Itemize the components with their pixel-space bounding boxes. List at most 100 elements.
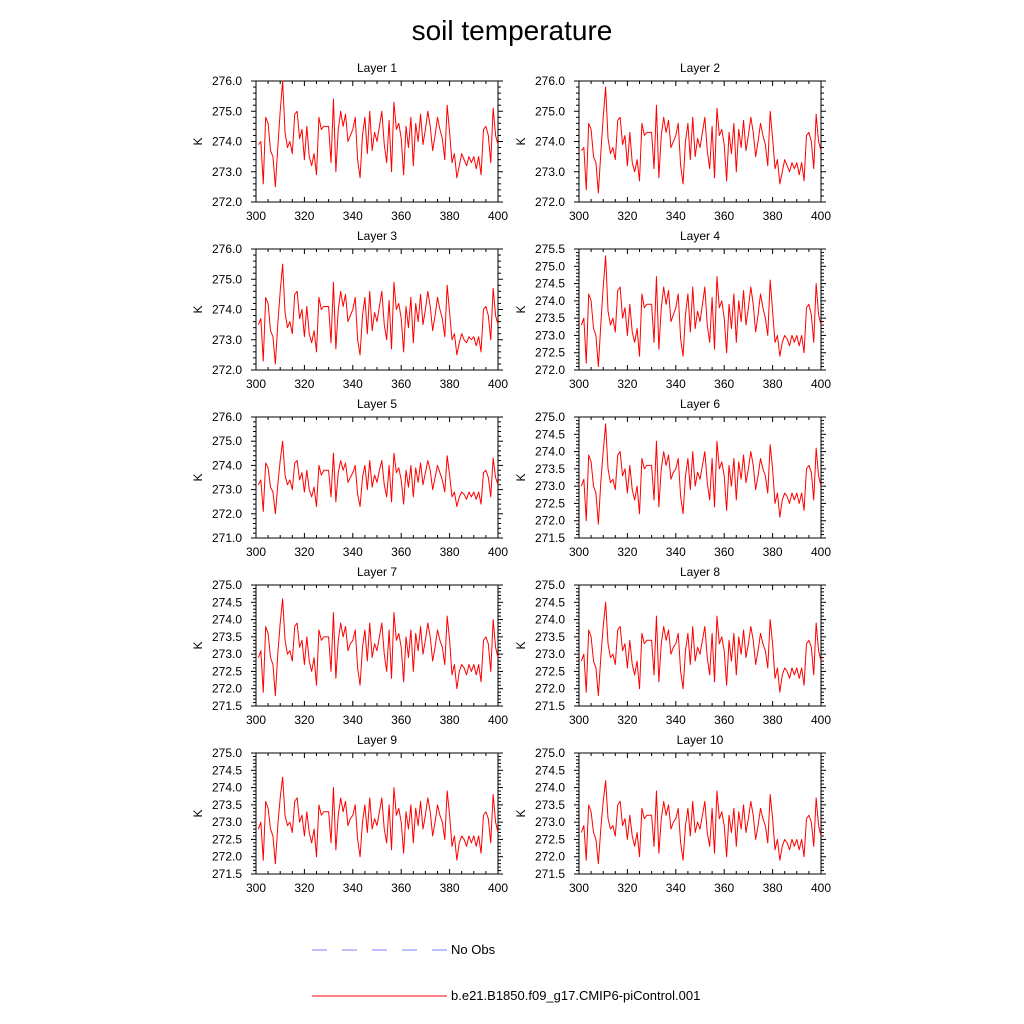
layer-9-x-tick-label: 400 (488, 881, 508, 895)
layer-3-x-tick-label: 400 (488, 377, 508, 391)
layer-3-y-tick-label: 274.0 (212, 303, 242, 317)
layer-5-y-axis-label: K (191, 473, 205, 481)
layer-6-y-axis-label: K (514, 473, 528, 481)
layer-5-x-tick-label: 360 (391, 545, 411, 559)
layer-8-y-tick-label: 274.5 (535, 595, 565, 609)
layer-6-y-tick-label: 273.0 (535, 479, 565, 493)
layer-8-y-tick-label: 273.5 (535, 630, 565, 644)
layer-10-series-line (580, 780, 822, 865)
layer-8-y-tick-label: 273.0 (535, 647, 565, 661)
layer-6-y-tick-label: 274.5 (535, 427, 565, 441)
layer-3-y-tick-label: 275.0 (212, 272, 242, 286)
layer-7-y-tick-label: 272.0 (212, 682, 242, 696)
layer-10-y-tick-label: 272.0 (535, 850, 565, 864)
layer-8-y-tick-label: 272.0 (535, 682, 565, 696)
layer-3-x-tick-label: 340 (343, 377, 363, 391)
layer-5-y-tick-label: 274.0 (212, 458, 242, 472)
layer-2-y-axis-label: K (514, 137, 528, 145)
layer-10-y-tick-label: 274.5 (535, 763, 565, 777)
layer-3-x-tick-label: 320 (294, 377, 314, 391)
layer-6-y-tick-label: 272.0 (535, 514, 565, 528)
layer-9-plot-frame (255, 752, 499, 875)
layer-4-y-tick-label: 275.0 (535, 259, 565, 273)
layer-4-y-tick-label: 274.5 (535, 277, 565, 291)
layer-9-y-tick-label: 272.5 (212, 832, 242, 846)
layer-5-x-tick-label: 320 (294, 545, 314, 559)
layer-1-y-tick-label: 275.0 (212, 104, 242, 118)
layer-2-x-tick-label: 400 (811, 209, 831, 223)
layer-3-x-tick-label: 300 (246, 377, 266, 391)
layer-2-plot-frame (578, 80, 822, 203)
layer-6-x-tick-label: 340 (666, 545, 686, 559)
layer-7-x-tick-label: 340 (343, 713, 363, 727)
layer-3-plot-frame (255, 248, 499, 371)
layer-2-y-tick-label: 276.0 (535, 74, 565, 88)
figure-title: soil temperature (412, 15, 613, 46)
layer-10-y-tick-label: 272.5 (535, 832, 565, 846)
layer-9-x-tick-label: 360 (391, 881, 411, 895)
layer-9-y-tick-label: 273.5 (212, 798, 242, 812)
layer-1-x-tick-label: 320 (294, 209, 314, 223)
layer-5-y-tick-label: 273.0 (212, 483, 242, 497)
layer-8-x-tick-label: 360 (714, 713, 734, 727)
layer-6-y-tick-label: 273.5 (535, 462, 565, 476)
layer-2-title: Layer 2 (680, 61, 720, 75)
layer-4-y-tick-label: 275.5 (535, 242, 565, 256)
layer-2-x-tick-label: 340 (666, 209, 686, 223)
layer-4-x-tick-label: 340 (666, 377, 686, 391)
layer-3-y-tick-label: 272.0 (212, 363, 242, 377)
legend: No Obs b.e21.B1850.f09_g17.CMIP6-piContr… (312, 942, 700, 1003)
layer-7-y-tick-label: 274.5 (212, 595, 242, 609)
layer-7-panel: Layer 7 K 300 320 340 360 380 400 271.5 272.0 272.… (191, 565, 508, 727)
layer-6-y-tick-label: 274.0 (535, 445, 565, 459)
layer-8-series-line (580, 601, 822, 697)
layer-3-title: Layer 3 (357, 229, 397, 243)
layer-7-y-axis-label: K (191, 641, 205, 649)
layer-6-x-tick-label: 300 (569, 545, 589, 559)
layer-9-y-tick-label: 273.0 (212, 815, 242, 829)
layer-4-x-tick-label: 380 (763, 377, 783, 391)
layer-5-x-tick-label: 400 (488, 545, 508, 559)
layer-1-panel: Layer 1 K 300 320 340 360 380 400 272.0 273.0 274.… (191, 61, 508, 223)
layer-7-x-tick-label: 400 (488, 713, 508, 727)
layer-2-y-tick-label: 275.0 (535, 104, 565, 118)
layer-9-y-tick-label: 274.0 (212, 781, 242, 795)
layer-7-y-tick-label: 274.0 (212, 613, 242, 627)
layer-8-y-tick-label: 275.0 (535, 578, 565, 592)
layer-4-y-tick-label: 273.5 (535, 311, 565, 325)
layer-10-title: Layer 10 (677, 733, 724, 747)
layer-4-series-line (580, 255, 822, 368)
layer-7-plot-frame (255, 584, 499, 707)
layer-3-x-tick-label: 360 (391, 377, 411, 391)
layer-7-y-tick-label: 272.5 (212, 664, 242, 678)
layer-8-x-tick-label: 320 (617, 713, 637, 727)
layer-3-series-line (257, 263, 499, 365)
layer-6-y-tick-label: 271.5 (535, 531, 565, 545)
layer-1-x-tick-label: 340 (343, 209, 363, 223)
layer-6-y-tick-label: 272.5 (535, 496, 565, 510)
layer-6-series-line (580, 423, 822, 525)
layer-10-x-tick-label: 300 (569, 881, 589, 895)
layer-7-x-tick-label: 320 (294, 713, 314, 727)
layer-8-plot-frame (578, 584, 822, 707)
layer-8-x-tick-label: 340 (666, 713, 686, 727)
layer-9-y-axis-label: K (191, 809, 205, 817)
layer-1-y-tick-label: 273.0 (212, 165, 242, 179)
layer-3-panel: Layer 3 K 300 320 340 360 380 400 272.0 273.0 274.… (191, 229, 508, 391)
layer-2-panel: Layer 2 K 300 320 340 360 380 400 272.0 273.0 274.… (514, 61, 831, 223)
layer-2-y-tick-label: 272.0 (535, 195, 565, 209)
layer-10-y-tick-label: 271.5 (535, 867, 565, 881)
layer-4-title: Layer 4 (680, 229, 720, 243)
layer-5-x-tick-label: 300 (246, 545, 266, 559)
layer-2-x-tick-label: 300 (569, 209, 589, 223)
layer-5-y-tick-label: 276.0 (212, 410, 242, 424)
layer-1-series-line (258, 80, 499, 188)
layer-3-x-tick-label: 380 (440, 377, 460, 391)
layer-2-x-tick-label: 380 (763, 209, 783, 223)
layer-9-panel: Layer 9 K 300 320 340 360 380 400 271.5 272.0 272.… (191, 733, 508, 895)
layer-6-panel: Layer 6 K 300 320 340 360 380 400 271.5 272.0 272.… (514, 397, 831, 559)
layer-9-y-tick-label: 274.5 (212, 763, 242, 777)
layer-10-panel: Layer 10 K 300 320 340 360 380 400 271.5 272.0 272… (514, 733, 831, 895)
layer-8-title: Layer 8 (680, 565, 720, 579)
